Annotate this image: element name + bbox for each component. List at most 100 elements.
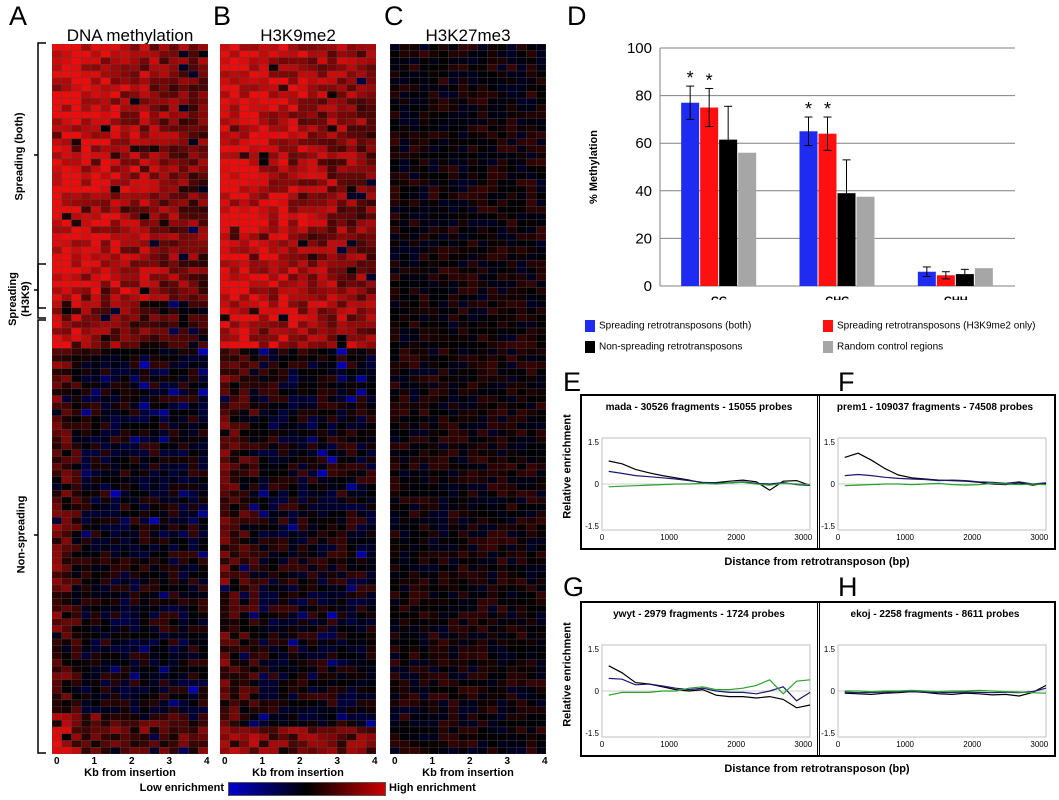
legend-swatch — [585, 340, 595, 353]
category-label: CG — [711, 295, 728, 300]
heatmap-h3k9me2 — [220, 44, 376, 754]
line-chart-title: mada - 30526 fragments - 15055 probes — [606, 402, 793, 413]
legend-label: Non-spreading retrotransposons — [599, 341, 743, 353]
bar — [738, 152, 757, 286]
bar — [681, 102, 700, 287]
bar — [856, 196, 875, 286]
heatmap-title-h3k27me3: H3K27me3 — [425, 26, 511, 45]
xtick-label: 2000 — [963, 740, 981, 749]
series-line — [844, 689, 1047, 694]
panel-letter-h: H — [838, 572, 858, 602]
ytick-label: 1.5 — [824, 438, 836, 447]
ytick-label: -1.5 — [585, 729, 599, 738]
xtick-label: 2000 — [963, 533, 981, 542]
bar-chart-methylation: 0 20 40 60 80 100 % Methylation * * CG * * CHG CHH — [588, 40, 1015, 300]
legend-item: Spreading retrotransposons (both) — [585, 317, 751, 335]
category-label: CHG — [825, 295, 849, 300]
xtick-label: 1000 — [660, 533, 678, 542]
panel-letter-e: E — [563, 367, 582, 397]
ytick-label: 20 — [635, 230, 652, 247]
legend-item: Spreading retrotransposons (H3K9me2 only… — [823, 317, 1035, 335]
xtick-label: 2000 — [727, 533, 745, 542]
group-label-non-spreading: Non-spreading — [15, 495, 28, 574]
bar — [818, 133, 837, 286]
xtick-label: 3000 — [794, 740, 812, 749]
line-chart-ekoj: ekoj - 2258 fragments - 8611 probes1.50-… — [821, 609, 1049, 749]
heatmap-h3k27me3 — [390, 44, 546, 754]
legend-label: Random control regions — [837, 341, 944, 353]
ytick-label: 80 — [635, 88, 652, 105]
line-chart-prem1: prem1 - 109037 fragments - 74508 probes 1… — [821, 402, 1049, 542]
panel-e-box — [580, 394, 820, 550]
bar — [837, 193, 856, 286]
ytick-label: 40 — [635, 183, 652, 200]
heatmap-xtick: 0 — [392, 756, 398, 767]
ytick-label: 1.5 — [588, 645, 600, 654]
heatmap-xtick: 4 — [542, 756, 548, 767]
ytick-label: 0 — [831, 480, 836, 489]
bar-legend: Spreading retrotransposons (both) Spreadi… — [585, 317, 1055, 357]
ytick-label: 1.5 — [588, 438, 600, 447]
ytick-label: 0 — [595, 480, 600, 489]
group-label-spreading-h3k9-box: Spreading (H3K9) — [5, 264, 35, 326]
group-brackets — [34, 42, 46, 754]
significance-star: * — [687, 68, 694, 88]
series-line — [844, 473, 1047, 485]
series-line — [608, 665, 811, 709]
category-label: CHH — [944, 295, 968, 300]
bar — [917, 271, 936, 286]
heatmap-xtick: 2 — [129, 756, 135, 767]
bar — [955, 274, 974, 286]
ytick-label: 0 — [595, 687, 600, 696]
legend-label: Spreading retrotransposons (both) — [599, 320, 752, 332]
ytick-label: 60 — [635, 135, 652, 152]
panel-letter-c: C — [384, 1, 404, 31]
xtick-label: 3000 — [1030, 740, 1048, 749]
heatmap-xtick: 2 — [467, 756, 473, 767]
xtick-label: 1000 — [660, 740, 678, 749]
colorbar-low-label: Low enrichment — [139, 782, 224, 794]
heatmap-xtick: 0 — [54, 756, 60, 767]
heatmap-xtick: 3 — [504, 756, 511, 767]
group-label-spreading-both: Spreading (both) — [13, 112, 26, 201]
bar — [719, 139, 738, 286]
panel-h-box — [817, 601, 1056, 757]
panel-letter-g: G — [563, 572, 585, 602]
bar — [936, 275, 955, 286]
xtick-label: 0 — [600, 533, 605, 542]
xtick-label: 0 — [836, 533, 841, 542]
ytick-label: 0 — [644, 278, 652, 295]
line-chart-title: prem1 - 109037 fragments - 74508 probes — [837, 402, 1034, 413]
panel-letter-d: D — [567, 1, 587, 31]
significance-star: * — [805, 99, 812, 119]
xlabel-distance-bottom: Distance from retrotransposon (bp) — [724, 763, 910, 775]
xtick-label: 3000 — [794, 533, 812, 542]
ytick-label: -1.5 — [821, 522, 835, 531]
ytick-label: -1.5 — [585, 522, 599, 531]
heatmap-dna-methylation — [52, 44, 208, 754]
panel-g-box — [580, 601, 820, 757]
ytick-label: 100 — [627, 40, 652, 57]
series-line — [608, 481, 811, 488]
significance-star: * — [706, 70, 713, 90]
xtick-label: 3000 — [1030, 533, 1048, 542]
heatmap-xtick: 3 — [334, 756, 341, 767]
panel-letter-f: F — [838, 367, 855, 397]
bar — [799, 131, 818, 286]
series-line — [608, 677, 811, 702]
ytick-label: 0 — [831, 687, 836, 696]
legend-swatch — [823, 319, 833, 332]
heatmap-xlabel-b: Kb from insertion — [252, 767, 344, 779]
heatmap-xlabel-c: Kb from insertion — [422, 767, 514, 779]
xlabel-distance-top: Distance from retrotransposon (bp) — [724, 556, 910, 568]
colorbar — [228, 782, 386, 796]
xtick-label: 0 — [600, 740, 605, 749]
legend-item: Non-spreading retrotransposons — [585, 338, 742, 356]
ytick-label: 1.5 — [824, 645, 836, 654]
line-chart-mada: mada - 30526 fragments - 15055 probes 1.5… — [585, 402, 813, 542]
significance-star: * — [824, 99, 831, 119]
heatmap-xtick: 3 — [166, 756, 173, 767]
heatmap-xtick: 1 — [429, 756, 436, 767]
group-label-spreading-h3k9: Spreading (H3K9) — [7, 272, 32, 326]
heatmap-title-dna-methylation: DNA methylation — [66, 26, 194, 45]
